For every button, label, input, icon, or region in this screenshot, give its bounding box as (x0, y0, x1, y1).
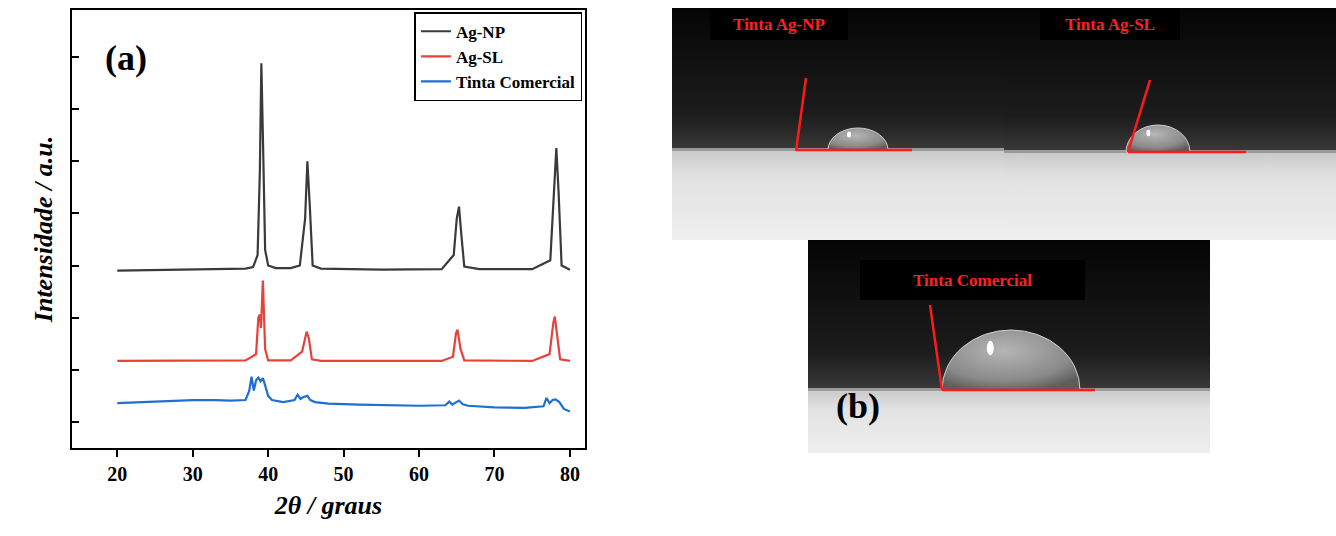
svg-text:Tinta Comercial: Tinta Comercial (456, 73, 575, 92)
svg-text:Ag-SL: Ag-SL (456, 48, 503, 67)
svg-text:40: 40 (258, 463, 278, 485)
svg-text:60: 60 (409, 463, 429, 485)
svg-text:Tinta Ag-NP: Tinta Ag-NP (733, 15, 825, 34)
svg-text:Ag-NP: Ag-NP (456, 23, 505, 42)
svg-text:50: 50 (334, 463, 354, 485)
svg-text:80: 80 (560, 463, 580, 485)
svg-text:Intensidade / a.u.: Intensidade / a.u. (29, 136, 58, 323)
svg-text:(b): (b) (836, 386, 880, 426)
svg-text:(a): (a) (105, 38, 147, 78)
svg-text:70: 70 (484, 463, 504, 485)
svg-text:Tinta Comercial: Tinta Comercial (913, 271, 1032, 290)
svg-text:30: 30 (183, 463, 203, 485)
svg-text:Tinta Ag-SL: Tinta Ag-SL (1065, 15, 1155, 34)
svg-text:2θ / graus: 2θ / graus (274, 491, 382, 520)
svg-text:20: 20 (107, 463, 127, 485)
